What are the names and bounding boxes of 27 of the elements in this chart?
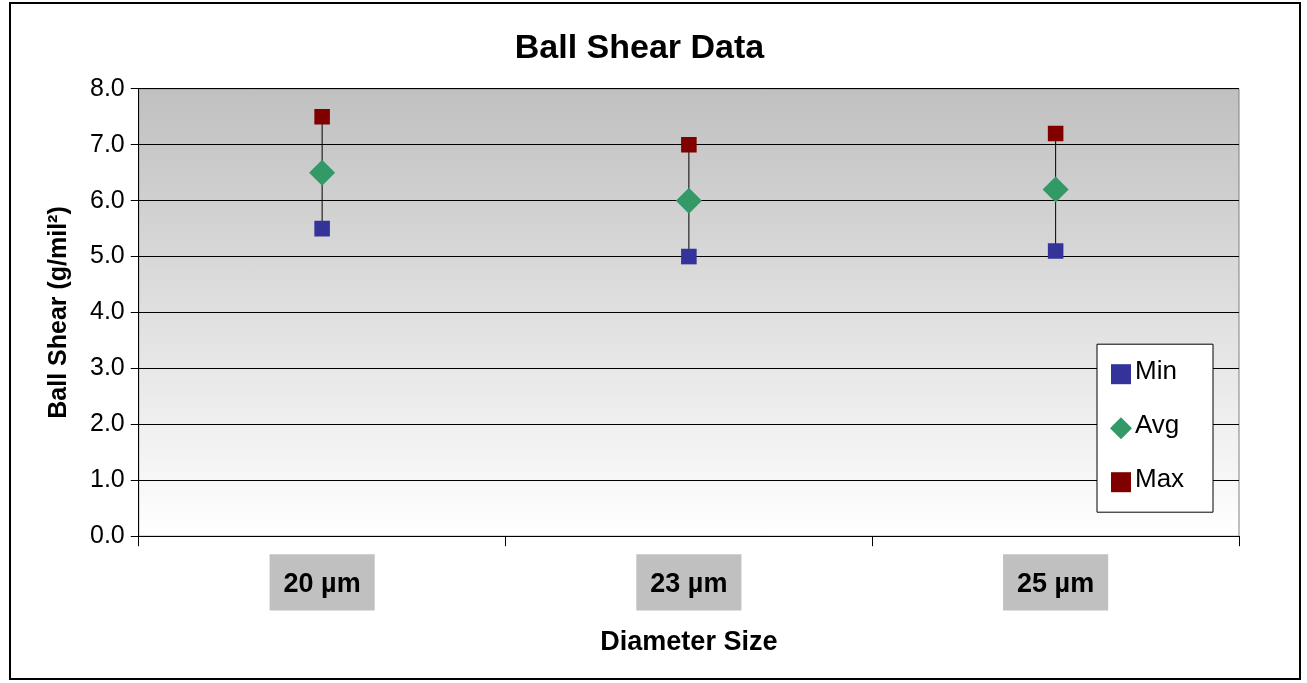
y-tick-label: 5.0: [89, 240, 125, 269]
x-tick-label: 20 µm: [283, 567, 361, 598]
legend-label: Max: [1135, 463, 1185, 494]
y-tick-label: 6.0: [89, 184, 125, 213]
point: [314, 220, 330, 237]
y-tick-label: 8.0: [89, 72, 125, 101]
point: [681, 248, 697, 265]
point: [1042, 176, 1069, 203]
x-axis-title: Diameter Size: [600, 626, 778, 657]
x-tick-label: 25 µm: [1017, 567, 1095, 598]
point: [675, 187, 702, 214]
legend-label: Min: [1135, 355, 1177, 386]
legend-label: Avg: [1135, 409, 1180, 440]
chart-title: Ball Shear Data: [514, 26, 766, 65]
y-tick-label: 3.0: [89, 352, 125, 381]
y-tick-label: 1.0: [89, 464, 125, 493]
y-tick-label: 2.0: [89, 408, 125, 437]
x-tick-label: 23 µm: [650, 567, 728, 598]
y-tick-label: 4.0: [89, 296, 125, 325]
y-axis-title: Ball Shear (g/mil²): [42, 206, 71, 419]
point: [309, 159, 336, 186]
point: [314, 108, 330, 125]
point: [681, 136, 697, 153]
point: [1047, 125, 1064, 142]
y-tick-label: 7.0: [89, 128, 125, 157]
y-tick-label: 0.0: [89, 520, 125, 549]
point: [1047, 243, 1064, 259]
